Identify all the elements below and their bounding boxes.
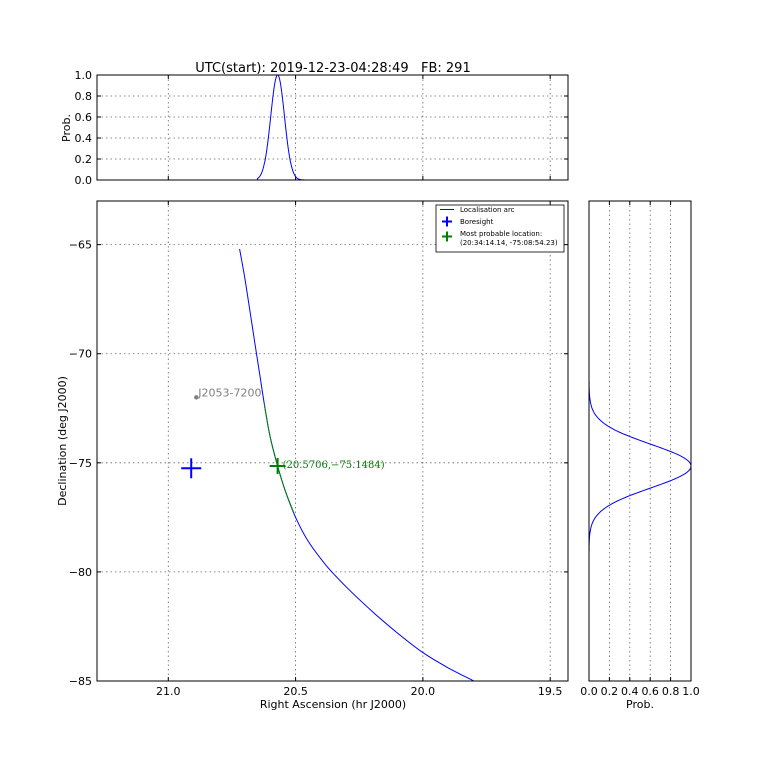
- legend-entry-label: Boresight: [460, 218, 494, 226]
- side-x-tick-label: 0.2: [601, 685, 619, 698]
- side-x-tick-label: 0.4: [621, 685, 639, 698]
- main-x-axis-label: Right Ascension (hr J2000): [260, 698, 406, 711]
- top-y-tick-label: 0.2: [75, 153, 93, 166]
- legend: Localisation arc Boresight Most probable l…: [435, 204, 565, 253]
- chart-title: UTC(start): 2019-12-23-04:28:49 FB: 291: [195, 61, 470, 76]
- top-y-axis-label: Prob.: [60, 114, 73, 142]
- top-y-tick-label: 0.6: [75, 111, 93, 124]
- side-axes-frame: [588, 200, 692, 682]
- localisation-arc-highlight: [263, 403, 295, 514]
- legend-entry-label: Most probable location:: [460, 230, 542, 238]
- legend-plus-swatch: [442, 231, 452, 242]
- main-axes-frame: [96, 200, 569, 682]
- top-y-tick-label: 0.4: [75, 132, 93, 145]
- side-x-axis-label: Prob.: [626, 698, 654, 711]
- side-probability-panel: 0.0 0.2 0.4 0.6 0.8 1.0: [580, 200, 700, 698]
- top-y-tick-label: 0.8: [75, 90, 93, 103]
- source-marker: [194, 395, 199, 400]
- side-x-tick-label: 0.8: [662, 685, 680, 698]
- main-x-tick-label: 20.0: [411, 685, 436, 698]
- top-y-tick-label: 0.0: [75, 174, 93, 187]
- main-y-axis-label: Declination (deg J2000): [56, 376, 69, 506]
- main-x-tick-label: 21.0: [156, 685, 181, 698]
- boresight-marker: [181, 458, 202, 479]
- main-y-tick-label: −85: [69, 675, 92, 688]
- main-y-tick-label: −65: [69, 239, 92, 252]
- most-probable-marker: [269, 458, 286, 475]
- top-probability-curve: [97, 74, 568, 181]
- side-probability-curve: [588, 201, 692, 681]
- main-y-tick-label: −75: [69, 457, 92, 470]
- side-x-tick-label: 1.0: [682, 685, 700, 698]
- most-probable-label: (20.5706,−75.1484): [283, 460, 385, 471]
- main-x-tick-label: 19.5: [538, 685, 563, 698]
- side-x-tick-label: 0.0: [580, 685, 598, 698]
- legend-entry-label: Localisation arc: [460, 206, 515, 214]
- main-localisation-panel: 21.0 20.5 20.0 19.5 −65 −70 −75 −80 −85 J2053-720…: [69, 200, 569, 698]
- legend-entry-label: (20:34:14.14, -75:08:54.23): [460, 239, 558, 247]
- top-y-tick-label: 1.0: [75, 69, 93, 82]
- top-axes-frame: [96, 74, 569, 181]
- source-label: J2053-7200: [197, 386, 261, 399]
- top-probability-panel: 0.0 0.2 0.4 0.6 0.8 1.0: [75, 69, 569, 187]
- main-y-tick-label: −70: [69, 348, 92, 361]
- legend-plus-swatch: [442, 216, 452, 227]
- main-y-tick-label: −80: [69, 566, 92, 579]
- side-x-tick-label: 0.6: [641, 685, 659, 698]
- main-x-tick-label: 20.5: [283, 685, 308, 698]
- legend-box: [435, 204, 565, 253]
